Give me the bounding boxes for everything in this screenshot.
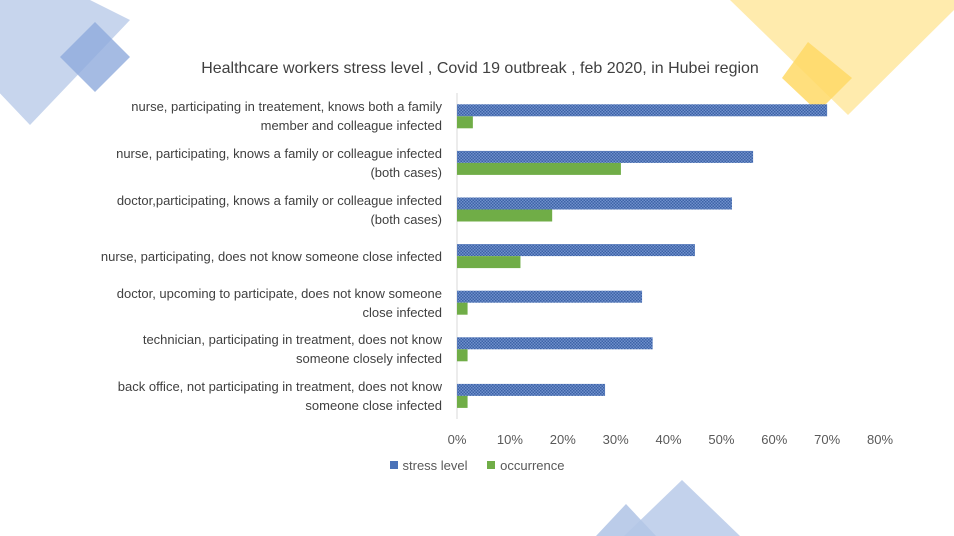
x-tick-label: 30%	[602, 432, 629, 447]
bar-occurrence-0	[457, 116, 473, 129]
category-label-line: member and colleague infected	[260, 118, 442, 134]
bar-occurrence-3	[457, 256, 521, 269]
category-label-5: technician, participating in treatment, …	[22, 330, 442, 368]
bar-occurrence-1	[457, 162, 621, 175]
category-label-3: nurse, participating, does not know some…	[22, 247, 442, 266]
decorative-diamonds-top-left	[0, 0, 130, 125]
bar-stress-level-4	[457, 290, 643, 303]
bar-stress-level-3	[457, 244, 695, 257]
category-label-line: nurse, participating, does not know some…	[100, 248, 442, 264]
deco-diamond-large	[624, 480, 740, 536]
bar-stress-level-2	[457, 197, 732, 210]
series-stress-level-bars	[457, 104, 828, 396]
x-tick-label: 10%	[496, 432, 523, 447]
category-label-line: someone close infected	[305, 397, 442, 413]
x-tick-label: 40%	[655, 432, 682, 447]
category-label-0: nurse, participating in treatement, know…	[22, 97, 442, 135]
bar-occurrence-6	[457, 395, 468, 408]
legend-label-occurrence: occurrence	[500, 458, 565, 473]
decorative-diamonds-top-right	[730, 0, 954, 115]
x-tick-label: 50%	[708, 432, 735, 447]
deco-diamond-small	[60, 22, 130, 92]
x-tick-label: 60%	[761, 432, 788, 447]
deco-diamond-small	[782, 42, 852, 112]
deco-diamond-small	[596, 504, 656, 536]
category-label-line: (both cases)	[370, 211, 442, 227]
bar-occurrence-2	[457, 209, 553, 222]
bar-occurrence-5	[457, 349, 468, 362]
category-label-4: doctor, upcoming to participate, does no…	[22, 284, 442, 322]
x-tick-label: 70%	[814, 432, 841, 447]
category-label-line: back office, not participating in treatm…	[117, 378, 442, 394]
category-label-line: (both cases)	[370, 164, 442, 180]
category-label-6: back office, not participating in treatm…	[22, 377, 442, 415]
decorative-diamonds-bottom	[596, 480, 740, 536]
bar-stress-level-5	[457, 337, 653, 350]
legend-swatch-occurrence	[487, 461, 496, 469]
series-occurrence-bars	[457, 116, 621, 408]
category-label-line: someone closely infected	[296, 351, 442, 367]
category-label-line: doctor,participating, knows a family or …	[116, 192, 442, 208]
legend-item-occurrence: occurrence	[487, 458, 564, 473]
legend-label-stress-level: stress level	[402, 458, 468, 473]
category-label-line: nurse, participating, knows a family or …	[116, 145, 442, 161]
category-label-line: close infected	[362, 304, 443, 320]
bar-stress-level-0	[457, 104, 828, 117]
legend-swatch-stress-level	[389, 461, 398, 469]
bar-occurrence-4	[457, 302, 468, 315]
category-label-line: nurse, participating in treatement, know…	[131, 99, 442, 115]
legend: stress level occurrence	[0, 458, 954, 473]
category-label-2: doctor,participating, knows a family or …	[22, 191, 442, 229]
category-label-1: nurse, participating, knows a family or …	[22, 144, 442, 182]
chart-title: Healthcare workers stress level , Covid …	[201, 60, 759, 77]
category-label-line: doctor, upcoming to participate, does no…	[116, 285, 442, 301]
bar-stress-level-1	[457, 150, 754, 163]
x-tick-label: 0%	[447, 432, 467, 447]
deco-diamond-large	[730, 0, 954, 115]
bar-stress-level-6	[457, 383, 606, 396]
legend-item-stress-level: stress level	[389, 458, 468, 473]
category-label-line: technician, participating in treatment, …	[142, 332, 442, 348]
x-tick-label: 20%	[549, 432, 576, 447]
x-tick-label: 80%	[866, 432, 894, 447]
